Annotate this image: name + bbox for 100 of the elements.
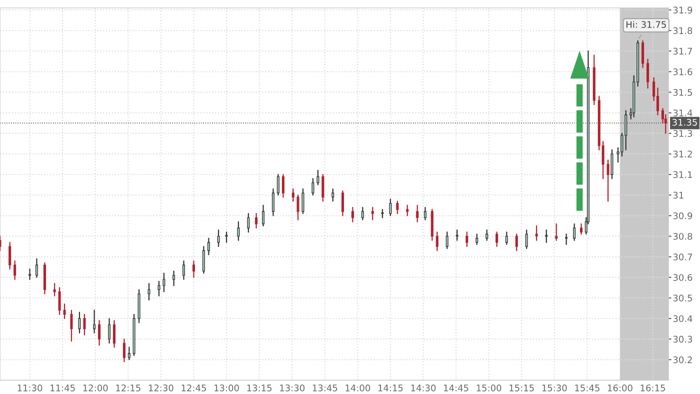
x-tick-label: 15:15 [510,384,534,392]
x-tick-label: 12:45 [182,384,206,392]
x-tick-label: 16:15 [640,384,665,392]
candlestick [262,204,264,226]
y-tick-label: 31.7 [673,48,692,55]
candlestick [207,238,210,256]
candlestick [396,200,399,214]
candlestick [332,188,334,202]
y-tick-label: 31 [673,192,684,199]
y-tick-label: 31.3 [673,130,692,137]
y-tick-label: 31.2 [673,150,692,158]
y-tick-label: 31.5 [673,88,692,96]
candlestick [610,149,614,180]
candlestick [642,40,644,68]
x-tick-label: 13:30 [280,384,304,392]
y-tick-label: 31.8 [673,27,692,34]
candlestick [646,58,650,89]
candlestick [555,223,558,241]
candlestick [98,320,101,346]
y-tick-label: 30.2 [673,356,692,364]
y-tick-label: 31.6 [673,68,692,76]
candlestick [389,198,392,216]
candlestick [217,229,220,248]
candlestick [202,246,205,274]
candlestick [466,232,468,248]
candlestick [282,174,284,198]
candlestick [53,282,56,296]
candlestick [573,223,576,241]
candlestick [416,204,419,222]
candlestick [247,213,250,233]
candlestick [182,260,186,280]
candlestick [351,206,354,222]
y-tick-label: 30.9 [673,212,692,220]
candlestick [406,204,409,216]
y-tick-label: 30.7 [673,254,692,260]
ref-line-label: 31.35 [672,118,697,126]
candlestick [112,320,116,348]
candlestick [486,229,488,241]
candlestick [545,229,548,243]
y-tick-label: 31.9 [673,6,692,14]
candlestick [292,188,294,202]
candlestick [70,310,73,342]
x-tick-label: 15:45 [575,384,600,392]
candlestick [361,206,364,220]
candlestick [525,229,528,250]
candlestick [63,304,66,320]
y-tick-label: 30.5 [673,294,692,302]
x-tick-label: 15:30 [542,384,567,392]
x-tick-label: 11:30 [18,384,42,392]
x-tick-label: 12:00 [83,384,108,392]
candlestick [476,234,478,245]
candlestick [535,225,538,241]
candlestick [446,232,448,250]
candlestick [316,170,320,186]
candlestick [276,174,280,196]
x-tick-label: 13:00 [214,384,239,392]
candlestick [14,260,16,280]
candlestick [496,232,498,248]
annotation: Hi: 31.75 [626,20,666,28]
candlestick [341,190,344,216]
candlestick [272,188,274,216]
candlestick [237,221,240,241]
candlestick [225,232,228,243]
x-tick-label: 14:45 [444,384,468,392]
y-tick-label: 30.6 [673,274,692,281]
candlestick [322,174,324,202]
candlestick [8,242,12,270]
y-tick-label: 31.4 [673,110,692,116]
x-tick-label: 14:30 [411,384,436,392]
candlestick [436,232,438,252]
candlestick [158,280,160,296]
candlestick [255,213,258,229]
candlestick [515,234,518,252]
candlestick [148,282,150,301]
y-tick-label: 30.4 [673,315,692,322]
candlestick [296,194,300,220]
candlestick [302,188,304,214]
x-tick-label: 12:15 [116,384,140,392]
candlestick [58,287,61,315]
candlestick [78,312,81,334]
candlestick [624,110,628,150]
y-tick-label: 31.1 [673,171,692,178]
candlestick [371,206,374,220]
candlestick [172,270,176,286]
candlestick [122,338,126,362]
candlestick [28,268,32,280]
candlestick [606,160,610,202]
candlestick [108,318,111,344]
x-tick-label: 16:00 [608,384,632,392]
y-tick-label: 30.8 [673,232,692,240]
candlestick [505,232,508,245]
candlestick [93,310,96,334]
x-tick-label: 15:00 [476,384,502,392]
candlestick [192,260,195,278]
candlestick [128,346,130,360]
x-tick-label: 14:15 [378,384,403,392]
candlestick [424,206,426,220]
x-tick-label: 14:00 [346,384,370,392]
y-tick-label: 30.3 [673,336,692,343]
x-tick-label: 12:30 [148,384,174,392]
